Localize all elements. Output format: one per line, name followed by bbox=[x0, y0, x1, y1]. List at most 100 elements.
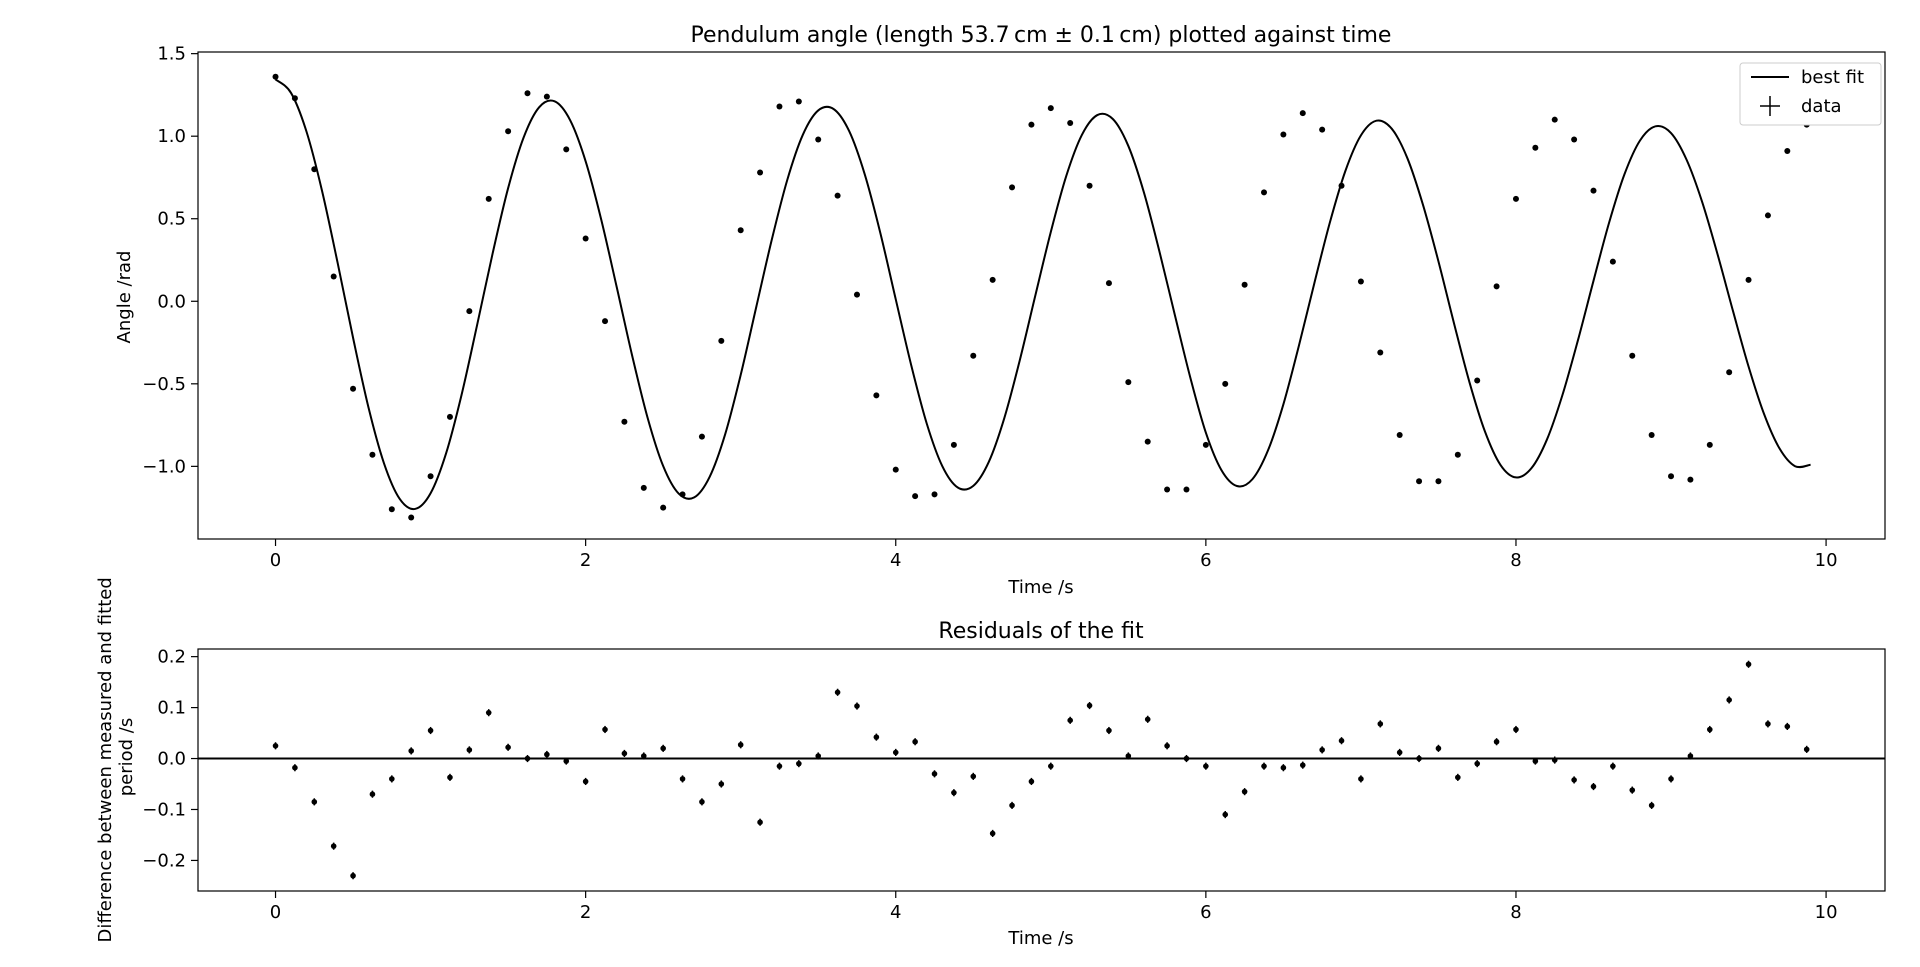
residual-point bbox=[1765, 721, 1771, 727]
residuals-x-tick-label: 8 bbox=[1510, 902, 1521, 923]
data-point bbox=[1067, 119, 1074, 126]
residual-point bbox=[873, 734, 880, 740]
data-point bbox=[892, 466, 899, 473]
legend: best fit data bbox=[1739, 62, 1882, 126]
legend-best-fit-label: best fit bbox=[1801, 67, 1864, 88]
data-point bbox=[698, 433, 705, 440]
residual-point bbox=[1144, 716, 1151, 723]
residual-point bbox=[1377, 721, 1384, 727]
residual-point bbox=[640, 753, 647, 759]
data-point bbox=[291, 95, 298, 102]
residual-point bbox=[1706, 726, 1713, 733]
data-point bbox=[912, 493, 919, 500]
residual-point bbox=[447, 774, 453, 781]
data-point bbox=[1009, 184, 1016, 191]
residual-point bbox=[1416, 755, 1422, 762]
data-point bbox=[1551, 116, 1558, 123]
data-point bbox=[369, 451, 376, 458]
angle-chart-x-tick-label: 4 bbox=[890, 550, 901, 571]
residuals-chart-ticks: 0 2 4 6 8 10 −0.2 −0.1 0.0 0.1 0.2 bbox=[142, 647, 1837, 923]
residual-point bbox=[1164, 743, 1170, 749]
residual-point bbox=[1125, 753, 1132, 759]
residual-point bbox=[621, 750, 628, 757]
residual-point bbox=[1183, 755, 1190, 762]
residual-point bbox=[1610, 763, 1616, 769]
residual-point bbox=[737, 741, 744, 748]
data-point bbox=[563, 146, 570, 153]
residual-point bbox=[989, 830, 996, 837]
residual-point bbox=[427, 727, 434, 734]
best-fit-curve bbox=[274, 78, 1811, 511]
data-point bbox=[350, 385, 357, 392]
residual-point bbox=[563, 758, 570, 764]
data-point bbox=[1571, 136, 1578, 143]
residuals-chart-title: Residuals of the fit bbox=[938, 619, 1144, 644]
data-point bbox=[1222, 380, 1229, 387]
angle-chart-y-axis-label: Angle /rad bbox=[114, 251, 135, 344]
data-point bbox=[1435, 478, 1442, 485]
residual-point bbox=[1784, 723, 1791, 730]
residual-point bbox=[1513, 726, 1519, 733]
residual-point bbox=[718, 781, 725, 787]
data-point bbox=[1280, 131, 1287, 138]
residuals-x-tick-label: 0 bbox=[270, 902, 281, 923]
residual-points bbox=[272, 660, 1810, 880]
data-point bbox=[737, 227, 744, 234]
data-point bbox=[1474, 377, 1481, 384]
data-point bbox=[834, 192, 841, 199]
data-point bbox=[757, 169, 764, 176]
data-point bbox=[1454, 451, 1461, 458]
residuals-x-tick-label: 6 bbox=[1200, 902, 1211, 923]
data-point bbox=[311, 166, 318, 173]
data-point bbox=[466, 308, 473, 315]
data-point bbox=[853, 291, 860, 298]
data-point bbox=[272, 73, 279, 80]
residuals-x-tick-label: 2 bbox=[580, 902, 591, 923]
data-point bbox=[1764, 212, 1771, 219]
data-point bbox=[931, 491, 938, 498]
residual-point bbox=[330, 843, 337, 849]
angle-chart-y-tick-label: −1.0 bbox=[142, 456, 186, 477]
residual-point bbox=[1222, 811, 1229, 818]
residual-point bbox=[408, 748, 415, 754]
residual-point bbox=[1396, 749, 1403, 756]
data-point bbox=[505, 128, 512, 135]
residual-point bbox=[931, 771, 938, 777]
residual-point bbox=[679, 776, 686, 782]
data-point bbox=[640, 484, 647, 491]
residual-point bbox=[951, 789, 957, 796]
residual-point bbox=[1048, 763, 1054, 769]
data-point bbox=[815, 136, 822, 143]
residual-point bbox=[1319, 747, 1325, 753]
angle-chart-x-tick-label: 6 bbox=[1200, 550, 1211, 571]
residuals-y-tick-label: 0.1 bbox=[157, 698, 186, 719]
residuals-y-tick-label: −0.2 bbox=[142, 850, 186, 871]
data-point bbox=[1377, 349, 1384, 356]
data-point bbox=[1745, 276, 1752, 283]
residual-point bbox=[1668, 776, 1674, 782]
residual-point bbox=[1571, 777, 1577, 783]
residual-point bbox=[1590, 783, 1597, 790]
residual-point bbox=[757, 819, 763, 826]
residuals-x-axis-label: Time /s bbox=[1007, 928, 1073, 949]
residuals-y-axis-label-line-1: Difference between measured and fitted bbox=[95, 577, 116, 942]
data-point bbox=[1648, 431, 1655, 438]
residual-point bbox=[660, 745, 666, 752]
data-point bbox=[1416, 478, 1423, 485]
data-point bbox=[427, 473, 434, 480]
data-point bbox=[1028, 121, 1035, 128]
residual-point bbox=[970, 773, 977, 780]
residual-point bbox=[485, 709, 492, 716]
data-point bbox=[1241, 281, 1248, 288]
residual-point bbox=[292, 764, 298, 771]
residual-point bbox=[1629, 787, 1636, 793]
data-point bbox=[1396, 431, 1403, 438]
residual-point bbox=[544, 751, 550, 758]
residuals-y-tick-label: 0.0 bbox=[157, 749, 186, 770]
residual-point bbox=[1028, 778, 1035, 785]
residual-point bbox=[369, 791, 376, 797]
residual-point bbox=[1261, 763, 1267, 769]
data-point bbox=[1319, 126, 1326, 133]
